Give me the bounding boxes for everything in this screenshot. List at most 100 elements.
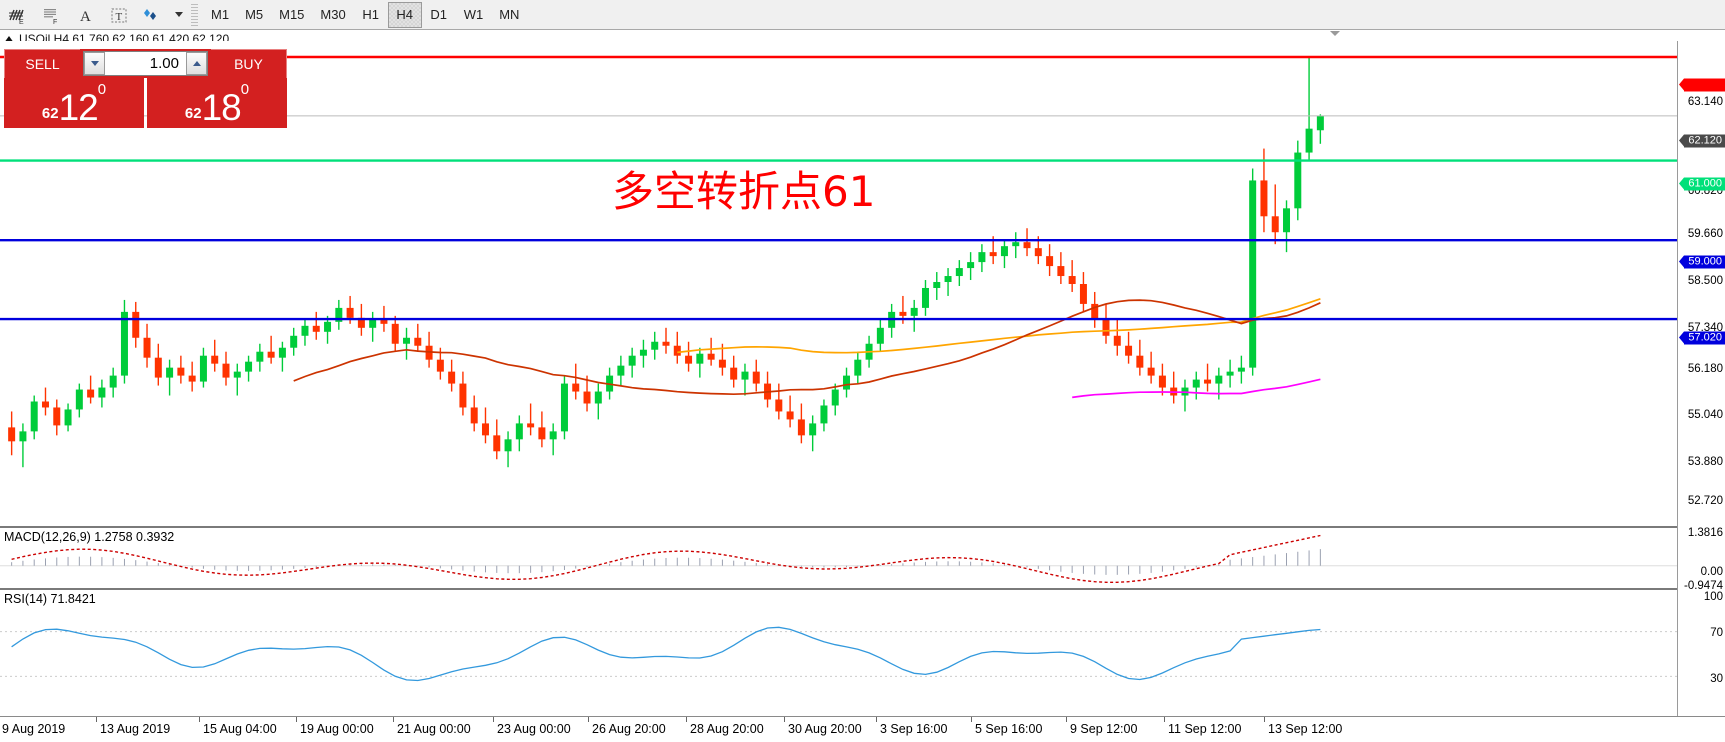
volume-decrement-button[interactable] [84,52,105,75]
sell-price-display[interactable]: 62 12 0 [4,78,144,128]
rsi-panel[interactable]: RSI(14) 71.8421 [0,588,1725,716]
chevron-up-icon [192,61,201,66]
sell-price-fraction: 0 [97,81,107,98]
timeframe-h4[interactable]: H4 [387,1,422,28]
time-axis-tick [588,717,589,722]
one-click-trading-panel[interactable]: SELL 1.00 BUY 62 12 0 62 18 0 [4,49,287,128]
time-axis-label: 28 Aug 20:00 [690,722,764,736]
price-tag-arrow-icon [1679,134,1685,147]
rsi-label: RSI(14) 71.8421 [4,592,96,606]
time-axis-tick [1066,717,1067,722]
timeframe-h1[interactable]: H1 [362,7,380,22]
time-axis-label: 15 Aug 04:00 [203,722,277,736]
price-scale-label: 53.880 [1687,456,1723,468]
time-axis-tick [493,717,494,722]
time-axis-label: 19 Aug 00:00 [300,722,374,736]
objects-tool-icon[interactable] [136,1,170,29]
time-axis-label: 23 Aug 00:00 [497,722,571,736]
indicator-scale-label: -0.9474 [1683,580,1723,592]
time-axis-label: 26 Aug 20:00 [592,722,666,736]
svg-text:T: T [116,11,123,23]
time-axis-tick [1164,717,1165,722]
toolbar-separator [191,3,198,26]
time-axis-label: 13 Aug 2019 [100,722,171,736]
main-toolbar: E F A T [0,0,1725,30]
timeframe-w1[interactable]: W1 [463,7,484,22]
price-tag-arrow-icon [1679,331,1685,344]
indicator-scale-label: 0.00 [1700,566,1723,578]
timeframe-m30[interactable]: M30 [320,7,346,22]
time-axis-tick [96,717,97,722]
time-axis-tick [784,717,785,722]
price-scale-background[interactable] [1677,41,1725,716]
price-chart-svg [0,55,1677,502]
time-axis-label: 13 Sep 12:00 [1268,722,1343,736]
price-tag-arrow-icon [1679,255,1685,268]
price-tag[interactable]: 62.120 [1679,134,1725,148]
time-axis-tick [1264,717,1265,722]
time-axis-label: 5 Sep 16:00 [975,722,1043,736]
buy-price-fraction: 0 [240,81,250,98]
price-scale-label: 58.500 [1687,275,1723,287]
macd-label: MACD(12,26,9) 1.2758 0.3932 [4,530,175,544]
timeframe-mn[interactable]: MN [499,7,520,22]
price-tag[interactable]: 59.000 [1679,255,1725,269]
time-axis-label: 11 Sep 12:00 [1168,722,1242,736]
chevron-down-icon [90,61,99,66]
time-axis-label: 21 Aug 00:00 [397,722,471,736]
timeframe-m15[interactable]: M15 [279,7,305,22]
volume-control[interactable]: 1.00 [80,49,211,78]
chart-marker-icon [1330,31,1340,36]
price-chart[interactable] [0,41,1725,526]
chart-templates-icon[interactable]: F [34,1,68,29]
rsi-svg [0,626,1677,682]
text-tool-icon[interactable]: A [68,1,102,29]
sell-price-pips: 12 [58,87,99,128]
volume-increment-button[interactable] [186,52,207,75]
indicator-scale-label: 70 [1710,627,1723,639]
buy-price-display[interactable]: 62 18 0 [147,78,287,128]
price-scale-label: 57.340 [1687,322,1723,334]
price-tag[interactable]: 57.020 [1679,331,1725,345]
price-scale-label: 63.140 [1687,96,1723,108]
buy-button[interactable]: BUY [211,49,287,78]
time-axis-tick [686,717,687,722]
time-axis-label: 30 Aug 20:00 [788,722,862,736]
svg-text:A: A [80,9,91,25]
indicator-scale-label: 1.3816 [1687,527,1723,539]
text-label-tool-icon[interactable]: T [102,1,136,29]
macd-panel[interactable]: MACD(12,26,9) 1.2758 0.3932 [0,526,1725,586]
svg-text:E: E [19,19,24,25]
price-scale-label: 52.720 [1687,495,1723,507]
price-scale-label: 56.180 [1687,363,1723,375]
time-axis-tick [296,717,297,722]
buy-price-integer: 62 [184,105,202,122]
price-tag[interactable]: 63.599 [1679,78,1725,92]
price-scale[interactable]: 63.14062.12060.82059.66058.50057.34056.1… [1677,41,1725,716]
trade-panel-prices-row: 62 12 0 62 18 0 [4,78,287,128]
sell-price-integer: 62 [41,105,59,122]
volume-input[interactable]: 1.00 [149,55,179,72]
time-axis[interactable]: 9 Aug 2019 13 Aug 2019 15 Aug 04:00 19 Aug … [0,716,1725,742]
price-scale-label: 55.040 [1687,409,1723,421]
timeframe-m5[interactable]: M5 [245,7,264,22]
time-axis-label: 9 Aug 2019 [2,722,66,736]
time-axis-tick [971,717,972,722]
sell-button[interactable]: SELL [4,49,80,78]
chart-annotation-text[interactable]: 多空转折点61 [612,167,876,216]
timeframe-m1[interactable]: M1 [211,7,230,22]
buy-price-pips: 18 [201,87,242,128]
price-tag-arrow-icon [1679,78,1685,91]
price-tag-arrow-icon [1679,177,1685,190]
objects-dropdown-icon[interactable] [170,1,186,29]
svg-text:F: F [53,19,57,25]
time-axis-label: 9 Sep 12:00 [1070,722,1138,736]
price-tag[interactable]: 61.000 [1679,177,1725,191]
collapse-triangle-icon[interactable] [4,35,14,43]
time-axis-label: 3 Sep 16:00 [880,722,948,736]
indicator-scale-label: 30 [1710,673,1723,685]
timeframe-d1[interactable]: D1 [430,7,448,22]
chart-indicators-icon[interactable]: E [0,1,34,29]
indicator-scale-label: 100 [1703,591,1723,603]
time-axis-tick [393,717,394,722]
